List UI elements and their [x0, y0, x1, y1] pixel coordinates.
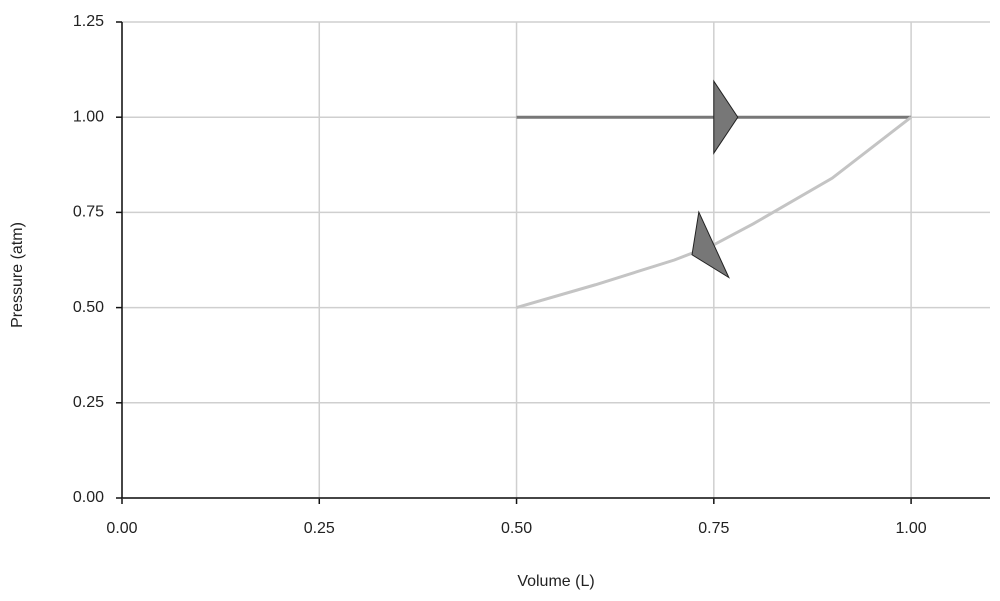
x-axis-label: Volume (L) [517, 573, 594, 590]
x-tick-label: 0.00 [106, 520, 137, 537]
x-tick-label: 1.00 [896, 520, 927, 537]
y-tick-label: 0.75 [73, 204, 104, 221]
y-tick-label: 0.50 [73, 299, 104, 316]
y-tick-label: 1.25 [73, 13, 104, 30]
x-tick-label: 0.25 [304, 520, 335, 537]
x-tick-label: 0.50 [501, 520, 532, 537]
x-tick-label: 0.75 [698, 520, 729, 537]
y-axis-label: Pressure (atm) [9, 222, 26, 328]
direction-arrow [691, 210, 730, 279]
y-tick-label: 0.25 [73, 394, 104, 411]
direction-arrow [713, 79, 739, 155]
y-tick-label: 1.00 [73, 108, 104, 125]
y-tick-label: 0.00 [73, 489, 104, 506]
